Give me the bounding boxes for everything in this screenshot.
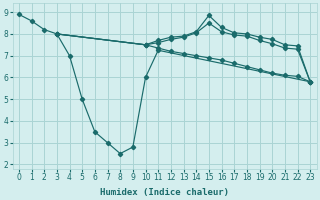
X-axis label: Humidex (Indice chaleur): Humidex (Indice chaleur) [100,188,229,197]
